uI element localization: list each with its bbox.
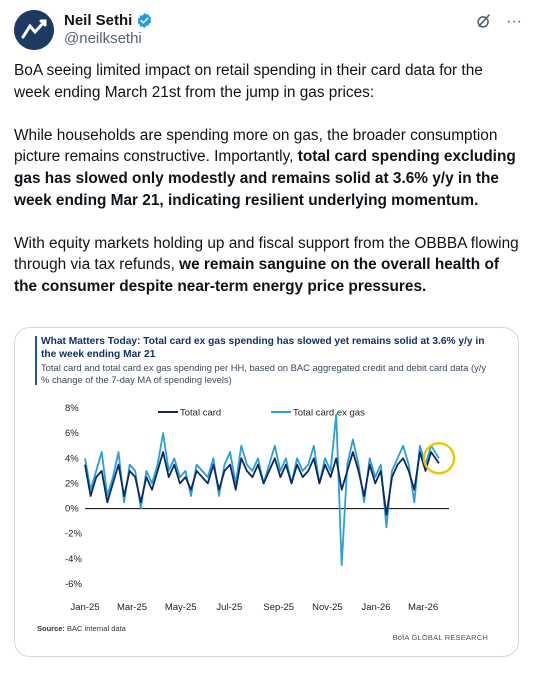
x-tick-label: Jul-25	[216, 602, 242, 613]
post-header: Neil Sethi @neilksethi ···	[14, 10, 524, 50]
x-tick-label: Sep-25	[263, 602, 294, 613]
x-tick-label: Nov-25	[312, 602, 343, 613]
highlight-circle	[422, 442, 456, 475]
y-tick-label: 8%	[65, 403, 79, 414]
legend-label: Total card	[180, 408, 221, 419]
y-tick-label: 2%	[65, 478, 79, 489]
x-tick-label: Mar-25	[117, 602, 147, 613]
more-icon[interactable]: ···	[506, 13, 522, 30]
author-handle[interactable]: @neilksethi	[64, 30, 142, 47]
chart-image[interactable]: What Matters Today: Total card ex gas sp…	[14, 327, 519, 657]
post-paragraph-3: With equity markets holding up and fisca…	[14, 234, 519, 295]
chart-title: What Matters Today: Total card ex gas sp…	[41, 336, 485, 360]
x-tick-label: Jan-26	[362, 602, 391, 613]
line-chart: 8% 6% 4% 2% 0% -2% -4% -6% Jan-25 Mar-25 May-25 Jul…	[65, 403, 456, 613]
y-tick-label: 6%	[65, 428, 79, 439]
chart-subtitle: Total card and total card ex gas spendin…	[41, 362, 487, 385]
series-total-card-line	[84, 451, 440, 516]
x-tick-label: May-25	[165, 602, 197, 613]
verified-badge-icon	[136, 12, 153, 29]
post-paragraph-1: BoA seeing limited impact on retail spen…	[14, 62, 483, 101]
chart-brand: BofA GLOBAL RESEARCH	[392, 633, 488, 642]
post-body: BoA seeing limited impact on retail spen…	[14, 60, 519, 319]
legend-label: Total card ex gas	[293, 408, 365, 419]
chart-header: What Matters Today: Total card ex gas sp…	[35, 336, 495, 385]
y-tick-label: -6%	[65, 579, 82, 590]
y-tick-label: 4%	[65, 453, 79, 464]
author-name[interactable]: Neil Sethi	[64, 11, 133, 29]
post-paragraph-2: While households are spending more on ga…	[14, 126, 516, 209]
y-tick-label: -2%	[65, 529, 82, 540]
grok-icon[interactable]	[474, 12, 494, 32]
avatar-icon[interactable]	[14, 10, 54, 50]
chart-source: Source: BAC internal data	[37, 624, 126, 633]
y-tick-label: 0%	[65, 504, 79, 515]
y-tick-label: -4%	[65, 554, 82, 565]
x-tick-label: Jan-25	[70, 602, 99, 613]
x-tick-label: Mar-26	[408, 602, 438, 613]
